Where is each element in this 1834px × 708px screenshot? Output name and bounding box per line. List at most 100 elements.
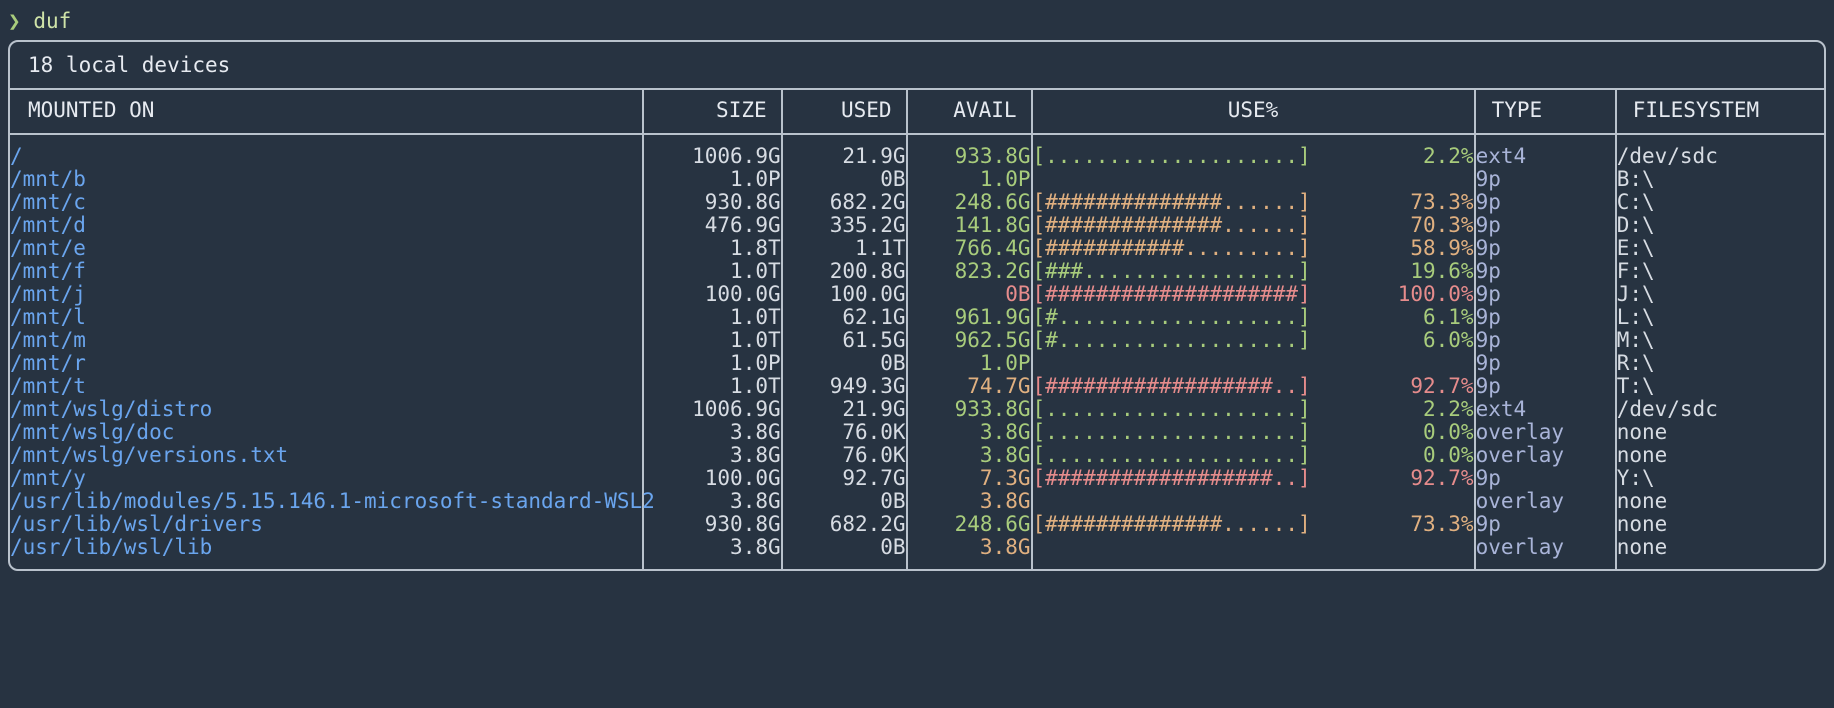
cell-used: 100.0G [780,283,907,306]
column-header-use-pct[interactable]: USE% [1030,90,1475,135]
usage-percent-label: 92.7% [1410,466,1474,490]
cell-use-percent: [##############......] 73.3% [1030,512,1475,536]
cell-use-percent: [###.................] 19.6% [1030,259,1475,283]
cell-filesystem: M:\ [1614,329,1824,352]
cell-filesystem: none [1614,421,1824,444]
usage-bar: [....................] [1032,144,1311,168]
cell-type: 9p [1473,237,1616,260]
table-row[interactable]: / 1006.9G 21.9G 933.8G [....................… [10,134,1824,168]
cell-size: 100.0G [641,283,782,306]
table-row[interactable]: /mnt/wslg/versions.txt 3.8G 76.0K 3.8G [....… [10,444,1824,467]
table-row[interactable]: /mnt/c 930.8G 682.2G 248.6G [##############.… [10,191,1824,214]
table-row[interactable]: /mnt/m 1.0T 61.5G 962.5G [#.................… [10,329,1824,352]
table-row[interactable]: /mnt/d 476.9G 335.2G 141.8G [##############.… [10,214,1824,237]
cell-size: 1.8T [641,237,782,260]
table-row[interactable]: /usr/lib/modules/5.15.146.1-microsoft-st… [10,490,1824,513]
table-row[interactable]: /mnt/l 1.0T 62.1G 961.9G [#.................… [10,306,1824,329]
usage-percent-label: 6.0% [1423,328,1474,352]
cell-filesystem: J:\ [1614,283,1824,306]
cell-avail: 1.0P [905,168,1032,191]
cell-filesystem: T:\ [1614,375,1824,398]
cell-size: 930.8G [641,191,782,214]
cell-used: 62.1G [780,306,907,329]
cell-used: 200.8G [780,260,907,283]
usage-percent-label: 2.2% [1423,397,1474,421]
table-row[interactable]: /mnt/r 1.0P 0B 1.0P 9p R:\ [10,352,1824,375]
cell-type: ext4 [1473,398,1616,421]
cell-filesystem: E:\ [1614,237,1824,260]
usage-percent-label: 2.2% [1423,144,1474,168]
cell-mounted-on: /mnt/b [10,167,86,191]
column-header-used[interactable]: USED [780,90,907,135]
cell-mounted-on: /mnt/m [10,328,86,352]
table-row[interactable]: /mnt/b 1.0P 0B 1.0P 9p B:\ [10,168,1824,191]
cell-type: ext4 [1473,134,1616,168]
cell-use-percent [1030,168,1475,191]
table-row[interactable]: /mnt/j 100.0G 100.0G 0B [###################… [10,283,1824,306]
column-header-size[interactable]: SIZE [641,90,782,135]
cell-filesystem: R:\ [1614,352,1824,375]
cell-mounted-on: / [10,144,23,168]
cell-use-percent: [####################] 100.0% [1030,282,1475,306]
table-row[interactable]: /mnt/e 1.8T 1.1T 766.4G [###########........… [10,237,1824,260]
cell-avail: 141.8G [905,214,1032,237]
cell-used: 76.0K [780,444,907,467]
cell-type: 9p [1473,513,1616,536]
usage-percent-label: 0.0% [1423,420,1474,444]
cell-avail: 3.8G [905,536,1032,569]
table-row[interactable]: /mnt/wslg/distro 1006.9G 21.9G 933.8G [.....… [10,398,1824,421]
usage-percent-label: 73.3% [1410,190,1474,214]
table-row[interactable]: /mnt/wslg/doc 3.8G 76.0K 3.8G [.............… [10,421,1824,444]
column-header-filesystem[interactable]: FILESYSTEM [1614,90,1824,135]
table-row[interactable]: /mnt/t 1.0T 949.3G 74.7G [##################… [10,375,1824,398]
table-row[interactable]: /mnt/f 1.0T 200.8G 823.2G [###..............… [10,260,1824,283]
cell-size: 1.0T [641,329,782,352]
cell-mounted-on: /usr/lib/wsl/lib [10,535,213,559]
shell-command: duf [33,9,72,33]
cell-filesystem: none [1614,536,1824,569]
cell-filesystem: L:\ [1614,306,1824,329]
cell-used: 1.1T [780,237,907,260]
cell-avail: 933.8G [905,398,1032,421]
table-row[interactable]: /mnt/y 100.0G 92.7G 7.3G [##################… [10,467,1824,490]
column-header-mounted-on[interactable]: MOUNTED ON [10,90,643,135]
cell-size: 1006.9G [641,398,782,421]
cell-size: 100.0G [641,467,782,490]
cell-filesystem: none [1614,490,1824,513]
usage-percent-label: 19.6% [1410,259,1474,283]
usage-percent-label: 92.7% [1410,374,1474,398]
cell-used: 949.3G [780,375,907,398]
column-header-type[interactable]: TYPE [1473,90,1616,135]
table-row[interactable]: /usr/lib/wsl/lib 3.8G 0B 3.8G overlay none [10,536,1824,569]
cell-type: overlay [1473,444,1616,467]
usage-percent-label: 58.9% [1410,236,1474,260]
usage-percent-label: 100.0% [1397,282,1474,306]
usage-percent-label: 73.3% [1410,512,1474,536]
cell-type: 9p [1473,283,1616,306]
column-header-avail[interactable]: AVAIL [905,90,1032,135]
cell-avail: 248.6G [905,191,1032,214]
cell-used: 0B [780,490,907,513]
duf-table: MOUNTED ON SIZE USED AVAIL USE% TYPE FIL… [10,90,1824,569]
cell-use-percent: [....................] 0.0% [1030,444,1475,467]
cell-use-percent: [....................] 0.0% [1030,420,1475,444]
cell-used: 76.0K [780,421,907,444]
cell-used: 92.7G [780,467,907,490]
usage-bar: [##################..] [1032,374,1311,398]
cell-size: 1.0P [641,168,782,191]
cell-use-percent: [##############......] 73.3% [1030,190,1475,214]
cell-mounted-on: /mnt/d [10,213,86,237]
cell-mounted-on: /mnt/y [10,466,86,490]
table-row[interactable]: /usr/lib/wsl/drivers 930.8G 682.2G 248.6G [#… [10,513,1824,536]
cell-filesystem: B:\ [1614,168,1824,191]
usage-percent-label: 70.3% [1410,213,1474,237]
cell-avail: 933.8G [905,134,1032,168]
duf-table-body: /1006.9G 21.9G 933.8G [....................… [10,134,1824,569]
cell-use-percent: [#...................] 6.1% [1030,305,1475,329]
usage-bar: [##############......] [1032,213,1311,237]
cell-avail: 962.5G [905,329,1032,352]
cell-mounted-on: /mnt/e [10,236,86,260]
cell-filesystem: D:\ [1614,214,1824,237]
cell-used: 0B [780,352,907,375]
usage-percent-label: 6.1% [1423,305,1474,329]
